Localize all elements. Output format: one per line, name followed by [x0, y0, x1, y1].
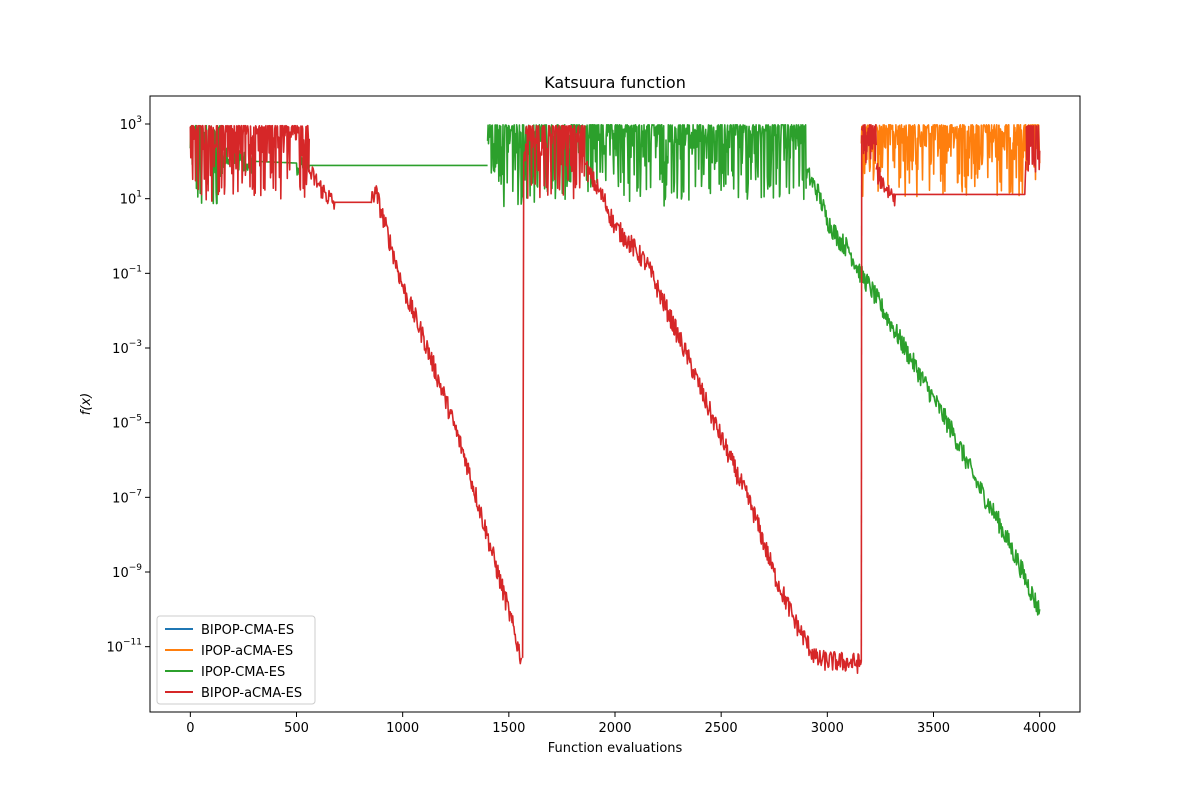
y-tick-label: 10−7 — [112, 488, 142, 506]
series-line — [806, 168, 1040, 615]
x-tick-label: 0 — [186, 721, 194, 736]
y-tick-label: 10−1 — [112, 264, 142, 282]
series-bipop-acma-es — [190, 125, 1039, 673]
legend-label: BIPOP-CMA-ES — [201, 623, 294, 638]
y-tick-label: 103 — [120, 115, 142, 133]
legend: BIPOP-CMA-ES IPOP-aCMA-ES IPOP-CMA-ES BIPOP… — [157, 616, 315, 704]
series-layer — [190, 125, 1039, 673]
x-tick-label: 1000 — [386, 721, 419, 736]
x-tick-label: 1500 — [492, 721, 525, 736]
x-tick-label: 2000 — [598, 721, 631, 736]
x-tick-label: 3000 — [811, 721, 844, 736]
x-tick-label: 3500 — [917, 721, 950, 736]
y-tick-label: 10−9 — [112, 563, 142, 581]
y-tick-label: 101 — [120, 190, 142, 208]
series-ipop-cma-es — [190, 125, 1039, 615]
y-tick-label: 10−11 — [106, 638, 142, 656]
legend-label: IPOP-aCMA-ES — [201, 644, 293, 659]
y-axis-label: f(x) — [79, 393, 94, 415]
chart-title: Katsuura function — [544, 73, 686, 92]
x-axis-label: Function evaluations — [548, 741, 683, 756]
series-line — [585, 162, 861, 674]
x-tick-label: 500 — [284, 721, 309, 736]
y-tick-label: 10−5 — [112, 414, 142, 432]
series-line — [523, 144, 526, 658]
y-tick-label: 10−3 — [112, 339, 142, 357]
legend-label: IPOP-CMA-ES — [201, 665, 285, 680]
x-tick-label: 4000 — [1023, 721, 1056, 736]
series-line — [309, 167, 521, 663]
x-tick-label: 2500 — [705, 721, 738, 736]
y-axis: 103 101 10−1 10−3 10−5 10−7 10−9 10−11 — [106, 115, 150, 656]
legend-label: BIPOP-aCMA-ES — [201, 686, 302, 701]
series-line — [1026, 126, 1040, 172]
x-axis: 0 500 1000 1500 2000 2500 3000 3500 4000 — [186, 712, 1056, 736]
